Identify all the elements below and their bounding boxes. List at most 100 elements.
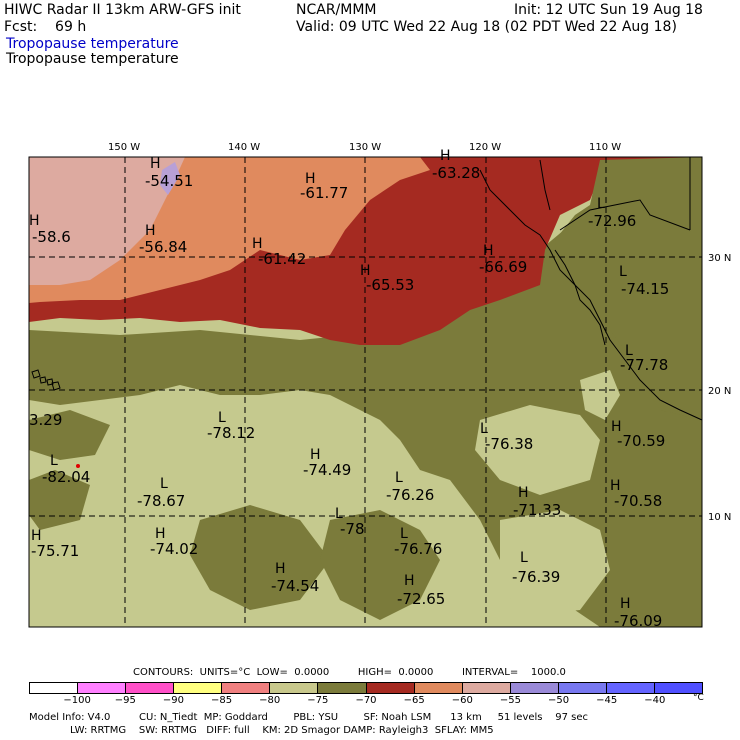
contours-info: CONTOURS: UNITS=°C LOW= 0.0000 HIGH= 0.0…: [133, 667, 566, 678]
colorbar-tick-label: −100: [63, 695, 91, 706]
colorbar-cell: [222, 683, 271, 693]
extremum-value: -82.04: [42, 468, 90, 486]
extremum-value: -74.49: [303, 461, 351, 479]
model-title: HIWC Radar II 13km ARW-GFS init: [4, 2, 241, 18]
extremum-letter: H: [620, 596, 631, 612]
extremum-value: -76.09: [614, 612, 662, 630]
colorbar-tick-label: −55: [499, 695, 521, 706]
extremum-value: -61.42: [258, 250, 306, 268]
extremum-high: H-61.42: [252, 236, 306, 268]
extremum-value: -78.12: [207, 424, 255, 442]
extremum-letter: L: [597, 196, 605, 212]
extremum-value: -66.69: [479, 258, 527, 276]
colorbar-cell: [510, 683, 559, 693]
valid-time: Valid: 09 UTC Wed 22 Aug 18 (02 PDT Wed …: [296, 19, 677, 35]
map-border: [28, 156, 703, 628]
extremum-high: H-70.59: [611, 419, 665, 450]
extremum-value: -70.59: [617, 432, 665, 450]
field-title-shaded: Tropopause temperature: [6, 36, 179, 52]
extremum-value: -71.33: [513, 501, 561, 519]
extremum-high: H-76.09: [614, 596, 662, 630]
extremum-value: 3.29: [29, 411, 62, 429]
extremum-value: -54.51: [145, 172, 193, 190]
lat-labels: 30 N 20 N 10 N: [708, 253, 731, 523]
coast-baja: [554, 249, 606, 346]
extremum-low: L-72.96: [588, 196, 636, 230]
colorbar: [29, 682, 703, 694]
colorbar-cell: [606, 683, 656, 693]
extremum-high: H-72.65: [397, 573, 445, 608]
extremum-value: -74.02: [150, 540, 198, 558]
colorbar-cell: [558, 683, 607, 693]
colorbar-unit: °C: [693, 693, 704, 703]
extremum-value: -72.65: [397, 590, 445, 608]
model-info-line2: LW: RRTMG SW: RRTMG DIFF: full KM: 2D Sm…: [70, 725, 494, 736]
extremum-letter: H: [611, 419, 622, 435]
olive-patch-2: [190, 505, 330, 610]
colorbar-tick-label: −50: [548, 695, 570, 706]
extremum-value: -76.39: [512, 568, 560, 586]
extremum-letter: H: [610, 478, 621, 494]
lat-label-20n: 20 N: [708, 386, 731, 397]
graticule: [29, 157, 702, 627]
extremum-letter: L: [218, 410, 226, 426]
lon-label-120w: 120 W: [469, 142, 501, 153]
extremum-letter: H: [440, 148, 451, 164]
lat-label-10n: 10 N: [708, 512, 731, 523]
extremum-value: -75.71: [31, 542, 79, 560]
extremum-high: H-63.28: [432, 148, 480, 182]
island-2: [39, 376, 47, 384]
extremum-letter: L: [50, 453, 58, 469]
colorbar-cell: [270, 683, 319, 693]
extremum-low: L-74.15: [619, 264, 669, 298]
colorbar-ticks: −100 −95 −90 −85 −80 −75 −70 −65 −60 −55 −50 −45 −40…: [29, 693, 704, 707]
extremum-letter: H: [305, 171, 316, 187]
extremum-value: -65.53: [366, 276, 414, 294]
extremum-high: H-70.58: [610, 478, 662, 510]
olive-patch-3: [320, 510, 440, 620]
extremum-value: -70.58: [614, 492, 662, 510]
extremum-letter: H: [252, 236, 263, 252]
extremum-value: -76.76: [394, 540, 442, 558]
extremum-low: L-82.04: [42, 453, 90, 486]
extremum-value: -74.15: [621, 280, 669, 298]
extremum-value: -74.54: [271, 577, 319, 595]
extremum-high: H-71.33: [513, 485, 561, 519]
region-pink: [29, 157, 185, 285]
extremum-high: H-74.54: [271, 561, 319, 595]
extremum-value: -76.38: [485, 435, 533, 453]
extremum-letter: H: [275, 561, 286, 577]
extremum-low: L-77.78: [620, 343, 668, 374]
legend-panel: CONTOURS: UNITS=°C LOW= 0.0000 HIGH= 0.0…: [0, 664, 740, 740]
forecast-hour: Fcst: 69 h: [4, 19, 87, 35]
olive-patch-1: [29, 410, 110, 460]
extremum-low: L-76.38: [480, 421, 533, 453]
org-label: NCAR/MMM: [296, 2, 377, 18]
extremum-value: -56.84: [139, 238, 187, 256]
pale-patch-3: [580, 370, 620, 420]
olive-patch-4: [29, 470, 90, 530]
island-4: [51, 381, 61, 391]
colorbar-tick-label: −85: [211, 695, 233, 706]
colorbar-cell: [78, 683, 127, 693]
extremum-letter: H: [150, 156, 161, 172]
extremum-low: L-78: [335, 506, 365, 538]
region-lavender: [160, 162, 180, 195]
extremum-value: -78.67: [137, 492, 185, 510]
hawaii-islands: [31, 369, 61, 391]
colorbar-tick-label: −70: [355, 695, 377, 706]
extremum-letter: H: [483, 243, 494, 259]
colorbar-tick-label: −90: [162, 695, 184, 706]
colorbar-cell: [462, 683, 511, 693]
extremum-low: L-78.67: [137, 476, 185, 510]
extremum-letter: L: [520, 550, 528, 566]
colorbar-cell: [318, 683, 367, 693]
lon-label-140w: 140 W: [228, 142, 260, 153]
extremum-value: -61.77: [300, 184, 348, 202]
extremum-high: H-75.71: [31, 528, 79, 560]
model-info-line1: Model Info: V4.0 CU: N_Tiedt MP: Goddard…: [29, 712, 588, 723]
extremum-high: H-74.02: [150, 526, 198, 558]
extremum-value: -77.78: [620, 356, 668, 374]
border-us-mexico: [559, 199, 691, 231]
